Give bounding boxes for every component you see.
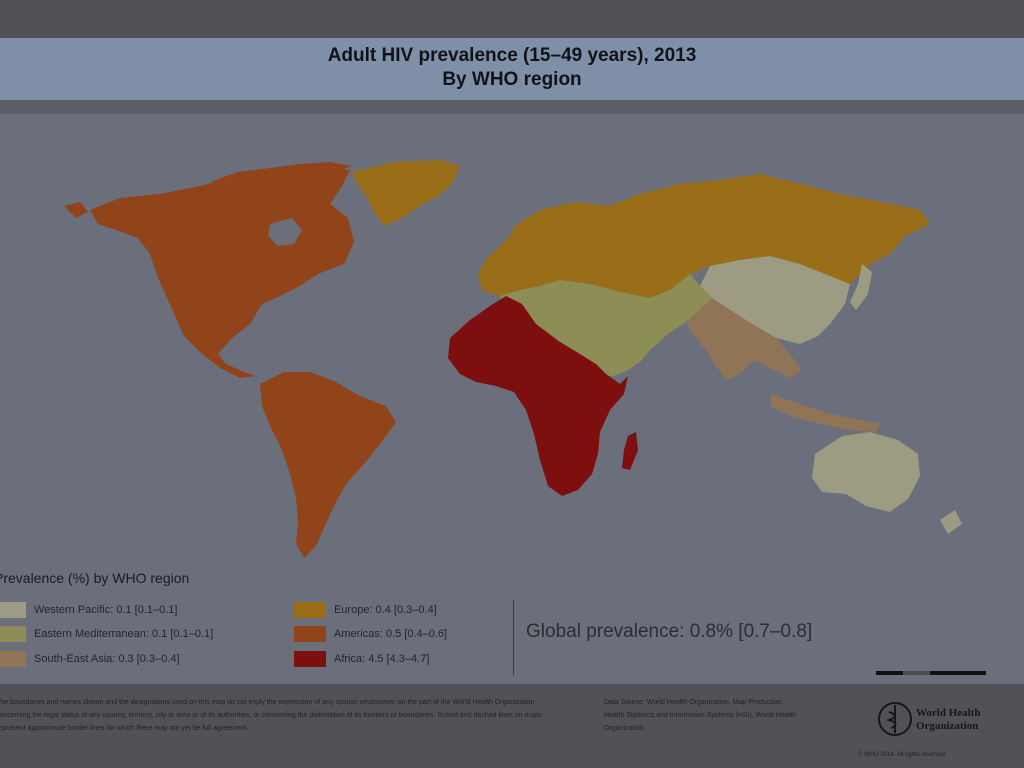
legend-swatch bbox=[0, 651, 26, 667]
legend-swatch bbox=[294, 602, 326, 618]
legend-item-americas: Americas: 0.5 [0.4–0.6] bbox=[294, 625, 447, 643]
world-map-svg bbox=[64, 160, 962, 558]
region-western-pacific-australia bbox=[812, 432, 920, 512]
map-subtitle: By WHO region bbox=[442, 69, 582, 90]
global-prevalence: Global prevalence: 0.8% [0.7–0.8] bbox=[526, 621, 813, 642]
legend-swatch bbox=[0, 602, 26, 618]
legend-label: Americas: 0.5 [0.4–0.6] bbox=[334, 628, 448, 640]
world-map bbox=[0, 114, 1024, 684]
legend-label: Eastern Mediterranean: 0.1 [0.1–0.1] bbox=[34, 628, 214, 640]
region-europe-greenland bbox=[352, 160, 460, 226]
legend-swatch bbox=[294, 626, 326, 642]
who-emblem-icon: World Health Organization bbox=[878, 702, 980, 736]
legend-swatch bbox=[0, 626, 26, 642]
region-europe bbox=[478, 174, 930, 298]
legend-label: Africa: 4.5 [4.3–4.7] bbox=[334, 653, 430, 665]
legend-item-africa: Africa: 4.5 [4.3–4.7] bbox=[294, 650, 429, 668]
legend-title: Prevalence (%) by WHO region bbox=[0, 570, 190, 586]
region-americas-north bbox=[90, 166, 354, 378]
title-band: Adult HIV prevalence (15–49 years), 2013… bbox=[0, 38, 1024, 100]
region-western-pacific-japan bbox=[850, 264, 872, 310]
svg-text:Organization: Organization bbox=[916, 720, 978, 732]
svg-text:World Health: World Health bbox=[916, 707, 980, 719]
region-africa-madagascar bbox=[622, 432, 638, 470]
region-western-pacific-china bbox=[700, 256, 850, 344]
legend-item-south-east-asia: South-East Asia: 0.3 [0.3–0.4] bbox=[0, 650, 180, 668]
region-eastern-mediterranean bbox=[500, 274, 712, 376]
who-logo: World Health Organization bbox=[876, 700, 1016, 738]
legend-item-western-pacific: Western Pacific: 0.1 [0.1–0.1] bbox=[0, 601, 177, 619]
region-africa bbox=[448, 296, 628, 496]
legend-item-europe: Europe: 0.4 [0.3–0.4] bbox=[294, 601, 437, 619]
region-americas-alaska bbox=[64, 202, 88, 218]
top-strip bbox=[0, 0, 1024, 38]
region-americas-arctic bbox=[210, 162, 352, 186]
legend-label: South-East Asia: 0.3 [0.3–0.4] bbox=[34, 653, 180, 665]
legend-divider bbox=[513, 600, 514, 676]
copyright-text: © WHO 2014. All rights reserved. bbox=[858, 752, 947, 758]
region-western-pacific-new-zealand bbox=[940, 510, 962, 534]
legend-swatch bbox=[294, 651, 326, 667]
legend-item-eastern-mediterranean: Eastern Mediterranean: 0.1 [0.1–0.1] bbox=[0, 625, 213, 643]
region-americas-south bbox=[260, 372, 396, 558]
region-south-east-asia bbox=[686, 298, 802, 380]
region-south-east-asia-indonesia bbox=[770, 394, 880, 432]
data-source-text: Data Source: World Health Organization. … bbox=[604, 699, 797, 732]
scale-bar bbox=[876, 671, 986, 675]
hudson-bay bbox=[268, 218, 302, 246]
disclaimer-text: The boundaries and names shown and the d… bbox=[0, 699, 542, 732]
legend-label: Europe: 0.4 [0.3–0.4] bbox=[334, 604, 437, 616]
map-title: Adult HIV prevalence (15–49 years), 2013 bbox=[327, 45, 697, 66]
footer: The boundaries and names shown and the d… bbox=[0, 684, 1024, 768]
separator-strip bbox=[0, 100, 1024, 114]
legend-label: Western Pacific: 0.1 [0.1–0.1] bbox=[34, 604, 178, 616]
